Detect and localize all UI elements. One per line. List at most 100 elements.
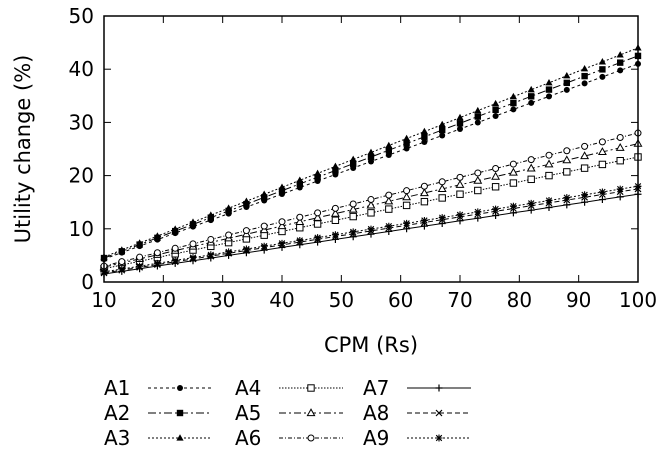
- marker-a1-27: [581, 80, 588, 87]
- marker-a5-20: [455, 180, 465, 188]
- y-tick-label: 0: [81, 270, 94, 294]
- marker-a1-19: [439, 132, 446, 139]
- marker-a6-11: [296, 213, 304, 221]
- marker-a3-16: [385, 141, 393, 149]
- marker-a2-28: [599, 66, 606, 73]
- series-a2: [100, 52, 642, 262]
- marker-a5-22: [491, 171, 501, 180]
- marker-a3-12: [314, 169, 322, 176]
- marker-a6-10: [278, 218, 286, 226]
- marker-a1-17: [403, 145, 410, 152]
- marker-a6-16: [385, 191, 393, 199]
- plot-area: [99, 44, 643, 278]
- marker-a3-3: [153, 232, 161, 239]
- marker-a1-20: [457, 125, 463, 132]
- x-tick-label: 90: [566, 288, 591, 312]
- marker-a3-22: [492, 99, 500, 107]
- marker-a4-16: [385, 205, 393, 213]
- marker-a1-28: [599, 73, 606, 80]
- marker-a7-19: [438, 219, 446, 227]
- marker-a4-17: [402, 201, 411, 210]
- marker-a5-26: [562, 155, 572, 164]
- marker-a2-13: [332, 167, 339, 174]
- marker-a4: [307, 384, 315, 392]
- marker-a3-28: [598, 58, 606, 65]
- marker-a5-11: [295, 217, 305, 225]
- marker-a6-29: [616, 133, 624, 141]
- marker-a4-23: [509, 179, 518, 187]
- y-tick-label: 20: [69, 164, 94, 188]
- marker-a4-12: [313, 220, 322, 228]
- marker-a9-17: [403, 219, 411, 227]
- marker-a6-14: [349, 200, 357, 208]
- marker-a3: [176, 434, 184, 441]
- marker-a6-21: [474, 169, 482, 177]
- marker-a3-21: [474, 106, 482, 114]
- marker-a2-10: [278, 187, 286, 194]
- legend-item-a8: A8: [363, 401, 471, 425]
- marker-a2-23: [510, 99, 517, 107]
- y-tick-label: 10: [69, 217, 94, 241]
- marker-a6-12: [314, 209, 322, 217]
- legend-item-a4: A4: [235, 376, 343, 400]
- marker-a4-13: [331, 216, 340, 224]
- marker-a9: [435, 434, 443, 442]
- marker-a4-10: [278, 227, 286, 236]
- marker-a3-18: [420, 127, 428, 135]
- marker-a2-11: [296, 180, 303, 188]
- marker-a1-29: [617, 67, 624, 74]
- marker-a3-25: [545, 78, 553, 86]
- marker-a4-24: [527, 175, 535, 184]
- marker-a9-23: [509, 202, 517, 210]
- marker-a6-7: [225, 231, 233, 239]
- marker-a4-14: [349, 212, 357, 221]
- marker-a2-16: [385, 147, 392, 154]
- marker-a9-5: [189, 254, 197, 262]
- legend-label: A6: [235, 426, 261, 450]
- marker-a3-29: [616, 51, 624, 58]
- marker-a9-27: [581, 191, 589, 199]
- marker-a2-26: [563, 79, 570, 87]
- marker-a9-11: [296, 236, 304, 244]
- marker-a9-9: [260, 242, 268, 250]
- marker-a1-21: [474, 119, 481, 126]
- marker-a5-18: [419, 188, 429, 197]
- marker-a9-2: [136, 262, 144, 270]
- marker-a6: [307, 434, 315, 442]
- marker-a4-29: [616, 157, 624, 165]
- marker-a7-24: [527, 206, 535, 214]
- marker-a9-25: [545, 197, 553, 205]
- marker-a2-8: [243, 200, 250, 208]
- marker-a9-10: [278, 239, 286, 247]
- marker-a4-21: [474, 186, 482, 195]
- marker-a5-25: [544, 159, 554, 168]
- marker-a9-19: [438, 214, 446, 222]
- marker-a5-16: [384, 196, 394, 205]
- marker-a9-22: [492, 205, 500, 213]
- marker-a1-24: [528, 99, 535, 106]
- y-tick-label: 50: [69, 4, 94, 28]
- marker-a4-20: [456, 190, 464, 198]
- marker-a4-28: [598, 160, 607, 169]
- marker-a3-5: [189, 218, 197, 225]
- marker-a9-16: [385, 222, 393, 230]
- marker-a4-11: [296, 224, 304, 232]
- marker-a4-15: [367, 209, 375, 217]
- marker-a3-15: [367, 148, 375, 156]
- marker-a3-8: [242, 197, 250, 204]
- marker-a1-22: [492, 112, 499, 119]
- marker-a5-17: [402, 192, 412, 201]
- marker-a2-21: [474, 113, 481, 120]
- marker-a6-19: [438, 178, 446, 186]
- marker-a6-2: [136, 253, 144, 261]
- marker-a2-17: [403, 140, 410, 147]
- marker-a3-20: [456, 113, 464, 121]
- marker-a1-23: [510, 106, 517, 113]
- x-tick-label: 10: [91, 288, 116, 312]
- marker-a2-12: [314, 173, 321, 181]
- marker-a3-14: [349, 155, 357, 163]
- marker-a7-28: [598, 196, 606, 204]
- marker-a9-24: [527, 199, 535, 207]
- marker-a3-1: [118, 246, 126, 253]
- marker-a6-13: [331, 204, 339, 212]
